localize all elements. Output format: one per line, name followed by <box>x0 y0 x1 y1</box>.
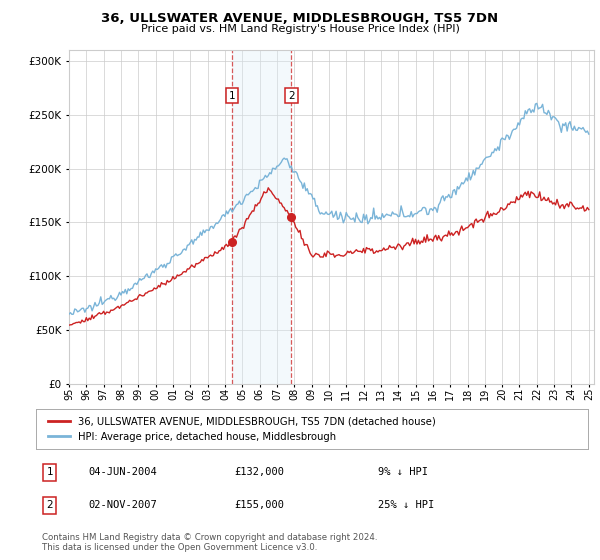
Text: Contains HM Land Registry data © Crown copyright and database right 2024.
This d: Contains HM Land Registry data © Crown c… <box>41 533 377 552</box>
Text: 9% ↓ HPI: 9% ↓ HPI <box>378 467 428 477</box>
Text: Price paid vs. HM Land Registry's House Price Index (HPI): Price paid vs. HM Land Registry's House … <box>140 24 460 34</box>
Text: 2: 2 <box>46 501 53 510</box>
Text: £155,000: £155,000 <box>235 501 285 510</box>
Text: 02-NOV-2007: 02-NOV-2007 <box>88 501 157 510</box>
Text: 04-JUN-2004: 04-JUN-2004 <box>88 467 157 477</box>
Text: 1: 1 <box>46 467 53 477</box>
Text: £132,000: £132,000 <box>235 467 285 477</box>
Text: 36, ULLSWATER AVENUE, MIDDLESBROUGH, TS5 7DN: 36, ULLSWATER AVENUE, MIDDLESBROUGH, TS5… <box>101 12 499 25</box>
Legend: 36, ULLSWATER AVENUE, MIDDLESBROUGH, TS5 7DN (detached house), HPI: Average pric: 36, ULLSWATER AVENUE, MIDDLESBROUGH, TS5… <box>44 412 440 446</box>
Bar <box>232 50 292 384</box>
Text: 2: 2 <box>288 91 295 101</box>
Text: 25% ↓ HPI: 25% ↓ HPI <box>378 501 434 510</box>
Text: 1: 1 <box>229 91 236 101</box>
